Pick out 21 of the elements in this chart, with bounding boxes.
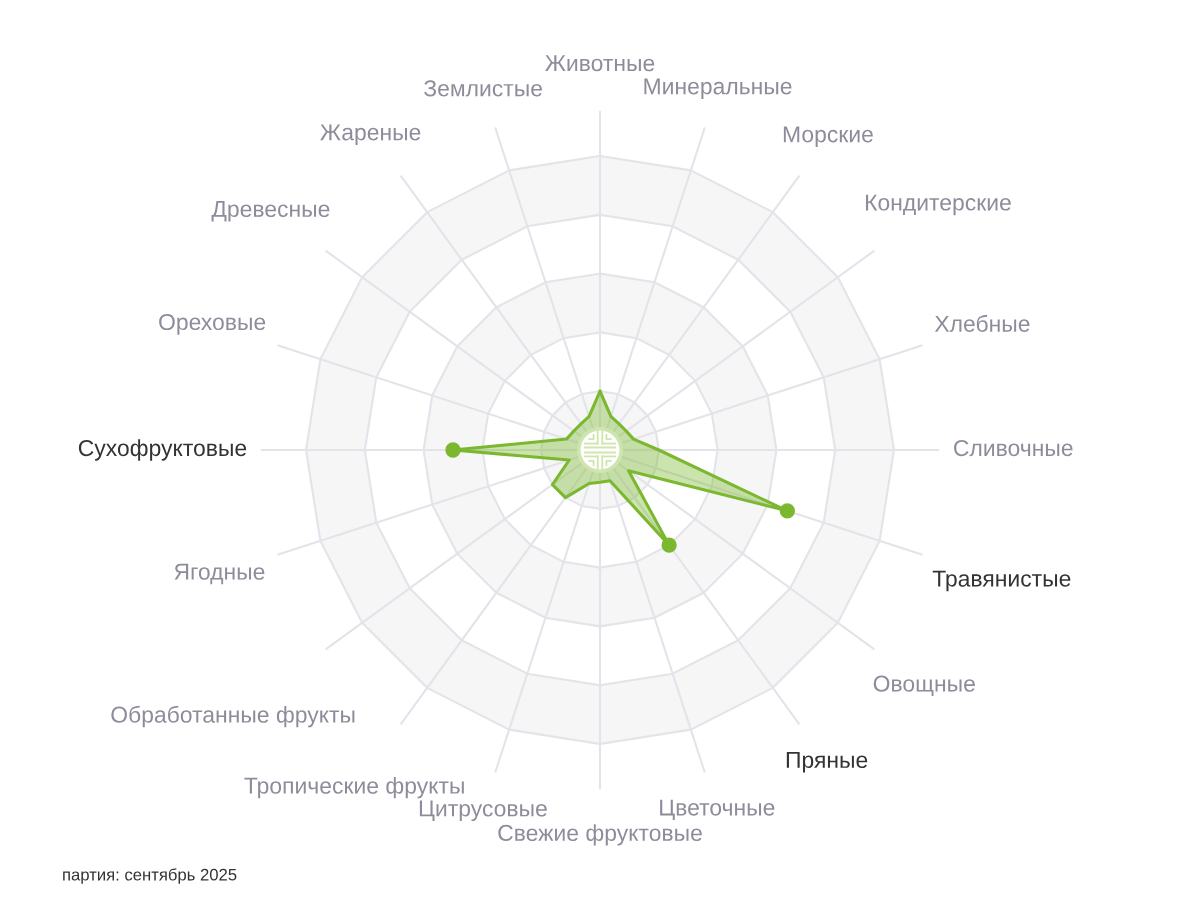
spoke-label: Тропические фрукты xyxy=(244,777,464,799)
spoke-label: Минеральные xyxy=(644,78,792,99)
spoke-label: Морские xyxy=(783,126,873,147)
spoke-label: Животные xyxy=(545,55,655,72)
text: партия: сентябрь 2025 xyxy=(63,868,237,884)
spoke-label: Землистые xyxy=(424,80,542,97)
spoke-label: Овощные xyxy=(873,675,975,697)
spoke-label: Сливочные xyxy=(954,439,1073,457)
spoke-label: Травянистые xyxy=(932,570,1071,592)
spoke-label: Цитрусовые xyxy=(419,800,547,822)
spoke-label: Хлебные xyxy=(934,314,1030,332)
spoke-label: Кондитерские xyxy=(865,194,1011,216)
spoke-label: Ореховые xyxy=(159,313,266,335)
spoke-label: Сухофруктовые xyxy=(78,439,247,461)
spoke-label: Цветочные xyxy=(660,799,775,820)
spoke-label: Свежие фруктовые xyxy=(498,824,702,846)
spoke-label: Обработанные фрукты xyxy=(111,705,355,728)
spoke-label: Ягодные xyxy=(174,563,265,585)
spoke-label: Древесные xyxy=(211,201,330,222)
spoke-label: Жареные xyxy=(320,124,421,145)
spoke-label: Пряные xyxy=(786,752,868,773)
